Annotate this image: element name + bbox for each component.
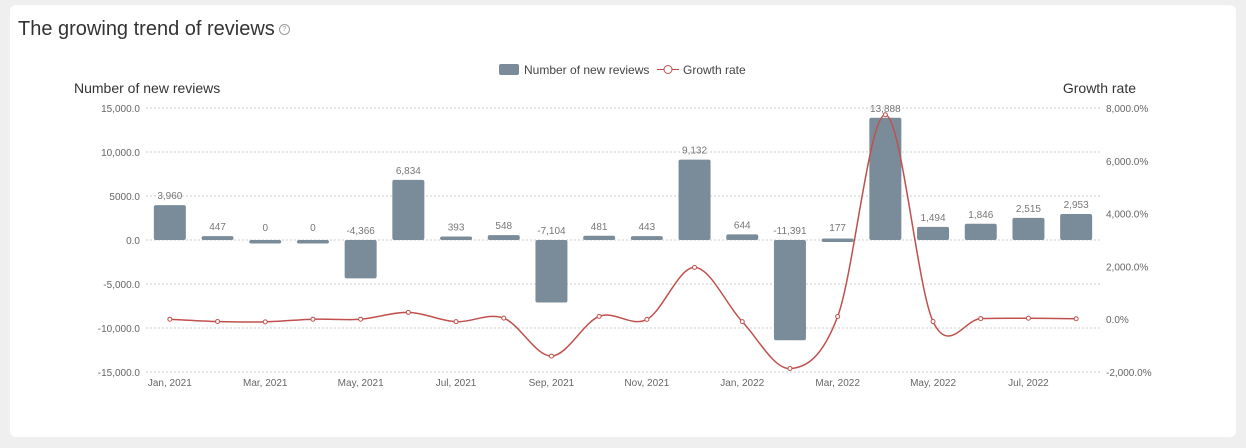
help-icon[interactable]: ?	[278, 24, 290, 36]
bar	[344, 240, 377, 279]
growth-rate-point	[692, 264, 698, 270]
y-axis-title-right: Growth rate	[1063, 80, 1136, 96]
y-tick-right: -2,000.0%	[1106, 368, 1152, 379]
bar	[964, 223, 997, 240]
legend-bar-label: Number of new reviews	[524, 63, 649, 77]
bar	[392, 179, 425, 240]
x-tick-label: May, 2021	[338, 378, 384, 389]
growth-rate-point	[596, 313, 602, 319]
growth-rate-point	[1073, 316, 1079, 322]
y-tick-left: -10,000.0	[98, 324, 141, 335]
bar	[535, 240, 568, 303]
growth-rate-point	[405, 309, 411, 315]
bar-data-label: 393	[448, 223, 465, 234]
bar	[678, 159, 711, 240]
bar-data-label: 9,132	[682, 146, 707, 157]
bar	[153, 205, 186, 240]
x-tick-label: Mar, 2022	[815, 378, 860, 389]
growth-rate-point	[501, 315, 507, 321]
y-tick-right: 4,000.0%	[1106, 210, 1148, 221]
bar-data-label: -7,104	[537, 226, 566, 237]
growth-rate-point	[453, 319, 459, 325]
growth-rate-point	[739, 319, 745, 325]
y-tick-right: 6,000.0%	[1106, 157, 1148, 168]
y-tick-left: 5000.0	[109, 192, 140, 203]
bar	[440, 236, 473, 241]
growth-rate-point	[310, 316, 316, 322]
bar-data-label: -11,391	[773, 226, 807, 237]
growth-rate-point	[930, 319, 936, 325]
growth-rate-point	[262, 319, 268, 325]
growth-rate-point	[978, 316, 984, 322]
bar-data-label: 447	[209, 222, 226, 233]
x-tick-label: Sep, 2021	[529, 378, 575, 389]
bar	[1060, 214, 1093, 240]
x-tick-label: Mar, 2021	[243, 378, 288, 389]
x-tick-label: May, 2022	[910, 378, 956, 389]
bar-data-label: 3,960	[157, 191, 182, 202]
y-tick-right: 2,000.0%	[1106, 262, 1148, 273]
bar	[249, 240, 282, 244]
bar-data-label: -4,366	[346, 226, 375, 237]
bar-data-label: 2,953	[1064, 200, 1089, 211]
bar	[583, 235, 616, 240]
bar-data-label: 2,515	[1016, 204, 1041, 215]
x-tick-label: Jul, 2021	[436, 378, 477, 389]
growth-rate-point	[787, 366, 793, 372]
growth-rate-line	[169, 113, 1077, 370]
bar-data-label: 1,494	[921, 213, 946, 224]
x-tick-label: Nov, 2021	[624, 378, 669, 389]
bar	[201, 236, 234, 240]
bar	[869, 117, 902, 240]
bar-data-label: 1,846	[968, 210, 993, 221]
bar-data-label: 177	[829, 223, 846, 234]
bar-data-label: 0	[262, 223, 268, 234]
bar-data-label: 13,888	[870, 104, 901, 115]
growth-rate-point	[1025, 315, 1031, 321]
bar	[487, 235, 520, 240]
bar-data-label: 6,834	[396, 166, 421, 177]
bar-data-label: 548	[495, 221, 512, 232]
bar	[630, 236, 663, 240]
y-tick-right: 8,000.0%	[1106, 104, 1148, 115]
y-tick-left: -15,000.0	[98, 368, 141, 379]
y-tick-left: 10,000.0	[101, 148, 140, 159]
y-tick-right: 0.0%	[1106, 315, 1129, 326]
legend-bar-swatch	[499, 64, 519, 75]
bar-data-label: 644	[734, 220, 751, 231]
bar	[1012, 217, 1045, 240]
bar	[917, 226, 950, 240]
legend-line-marker	[663, 65, 673, 74]
growth-rate-point	[358, 316, 364, 322]
x-tick-label: Jan, 2022	[720, 378, 764, 389]
title-text: The growing trend of reviews	[18, 18, 275, 40]
bar-data-label: 0	[310, 223, 316, 234]
x-tick-label: Jan, 2021	[148, 378, 192, 389]
page-title: The growing trend of reviews?	[18, 18, 290, 41]
legend-line-label: Growth rate	[683, 63, 746, 77]
growth-rate-point	[644, 316, 650, 322]
y-tick-left: -5,000.0	[103, 280, 140, 291]
growth-rate-point	[835, 314, 841, 320]
growth-rate-point	[882, 112, 888, 118]
bar	[296, 240, 329, 244]
growth-rate-point	[167, 316, 173, 322]
y-axis-title-left: Number of new reviews	[74, 80, 220, 96]
bar	[773, 240, 806, 341]
growth-rate-point	[215, 319, 221, 325]
bar-data-label: 443	[639, 222, 656, 233]
growth-rate-point	[548, 353, 554, 359]
x-tick-label: Jul, 2022	[1008, 378, 1049, 389]
bar	[821, 238, 854, 242]
y-tick-left: 15,000.0	[101, 104, 140, 115]
bar	[726, 234, 759, 240]
bar-data-label: 481	[591, 222, 608, 233]
y-tick-left: 0.0	[126, 236, 140, 247]
